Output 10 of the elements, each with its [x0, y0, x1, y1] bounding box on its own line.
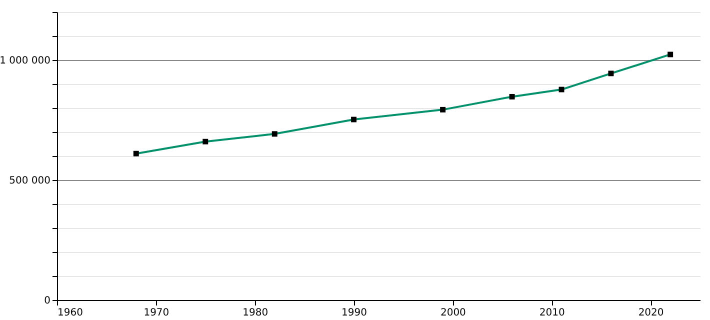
x-tick-label: 2000	[440, 308, 466, 318]
y-tick-label: 1 000 000	[0, 56, 50, 66]
x-tick-label: 2020	[638, 308, 664, 318]
y-tick-label: 500 000	[9, 176, 50, 186]
y-tick-label: 0	[44, 296, 50, 306]
x-tick-label: 1990	[342, 308, 367, 318]
x-tick-label: 1980	[242, 308, 268, 318]
x-tick-label: 1970	[144, 308, 170, 318]
x-tick-label: 2010	[539, 308, 565, 318]
x-tick-label: 1960	[58, 308, 83, 318]
